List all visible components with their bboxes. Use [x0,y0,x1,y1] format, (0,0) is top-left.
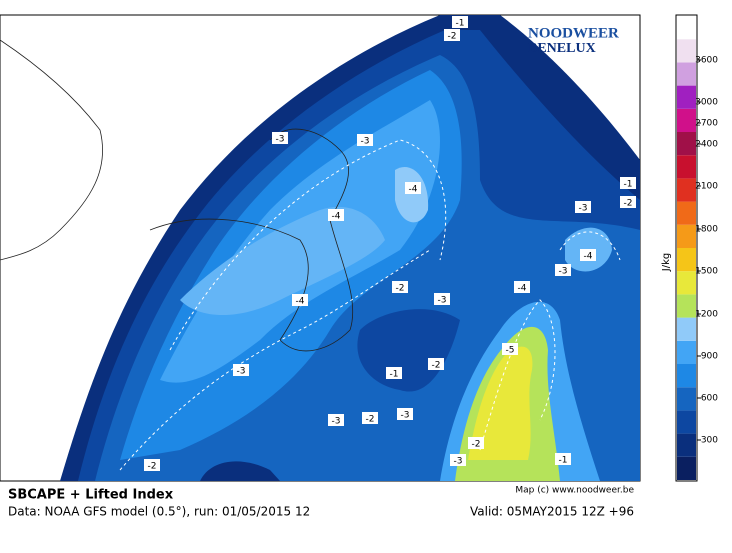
contour-label: -2 [148,462,157,472]
contour-label: -5 [506,346,515,356]
colorbar-band [677,16,696,40]
contour-label-box [144,459,160,471]
contour-label-box [233,364,249,376]
title: SBCAPE + Lifted Index [8,488,174,503]
logo-line1: NOODWEER [528,25,619,41]
contour-label: -3 [276,135,285,145]
contour-label: -3 [579,204,588,214]
contour-label-box [580,249,596,261]
contour-label: -3 [361,137,370,147]
contour-label-box [272,132,288,144]
contour-label-box [434,293,450,305]
contour-label: -1 [559,456,568,466]
contour-label: -3 [332,417,341,427]
contour-label-box [405,182,421,194]
contour-label-box [428,358,444,370]
contour-label-box [620,177,636,189]
contour-label: -2 [366,415,375,425]
colorbar-band [677,387,696,411]
contour-label: -2 [396,284,405,294]
colorbar-tick-label: 900 [701,352,718,362]
colorbar-band [677,364,696,388]
contour-label: -2 [432,361,441,371]
contour-label-box [328,209,344,221]
contour-label-box [328,414,344,426]
colorbar-frame [675,14,698,482]
contour-label-box [444,29,460,41]
colorbar-tick-label: 1800 [695,225,718,235]
contour-label-box [468,437,484,449]
contour-label-box [450,454,466,466]
colorbar-band [677,62,696,86]
contour-label: -1 [624,180,633,190]
colorbar-tick-label: 3000 [695,98,718,108]
contour-label: -2 [472,440,481,450]
colorbar-tick-label: 2100 [695,182,718,192]
contour-label-box [514,281,530,293]
colorbar-band [677,248,696,272]
colorbar-band [677,271,696,295]
contour-label-box [292,294,308,306]
credit: Map (c) www.noodweer.be [515,486,634,496]
contour-label: -3 [454,457,463,467]
contour-label-box [555,264,571,276]
colorbar-band [677,39,696,63]
contour-label: -3 [401,411,410,421]
colorbar-tick-label: 1200 [695,310,718,320]
contour-label: -2 [448,32,457,42]
contour-label-box [575,201,591,213]
colorbar-band [677,456,696,480]
contour-label-box [620,196,636,208]
lifted-index-contours [119,139,621,471]
colorbar-band [677,85,696,109]
colorbar-tick-label: 2700 [695,119,718,129]
contour-label: -1 [456,19,465,29]
contour-label: -4 [518,284,527,294]
contour-label-box [357,134,373,146]
contour-label-box [397,408,413,420]
contour-label: -3 [438,296,447,306]
contour-label-box [502,343,518,355]
data-line: Data: NOAA GFS model (0.5°), run: 01/05/… [8,505,310,519]
logo-line2: BENELUX [528,41,596,56]
colorbar-tick-label: 3600 [695,56,718,66]
valid-line: Valid: 05MAY2015 12Z +96 [470,505,634,519]
colorbar-band [677,317,696,341]
contour-label: -3 [237,367,246,377]
contour-label: -4 [296,297,305,307]
colorbar-band [677,410,696,434]
contour-label: -4 [409,185,418,195]
colorbar-tick-label: 300 [701,436,718,446]
colorbar-band [677,433,696,457]
colorbar-band [677,201,696,225]
contour-label-box [452,16,468,28]
colorbar-band [677,294,696,318]
colorbar-tick-label: 1500 [695,267,718,277]
contour-label-box [362,412,378,424]
colorbar-band [677,340,696,364]
contour-label: -1 [390,370,399,380]
contour-label: -4 [584,252,593,262]
contour-label-box [386,367,402,379]
contour-label-box [555,453,571,465]
colorbar-band [677,224,696,248]
colorbar-band [677,178,696,202]
contour-label-box [392,281,408,293]
colorbar-tick-label: 600 [701,394,718,404]
colorbar-label: J/kg [661,253,672,272]
contour-label: -3 [559,267,568,277]
contour-label: -4 [332,212,341,222]
coastlines [0,39,354,352]
contour-label: -2 [624,199,633,209]
colorbar-band [677,108,696,132]
colorbar-band [677,132,696,156]
colorbar-band [677,155,696,179]
colorbar-tick-label: 2400 [695,140,718,150]
